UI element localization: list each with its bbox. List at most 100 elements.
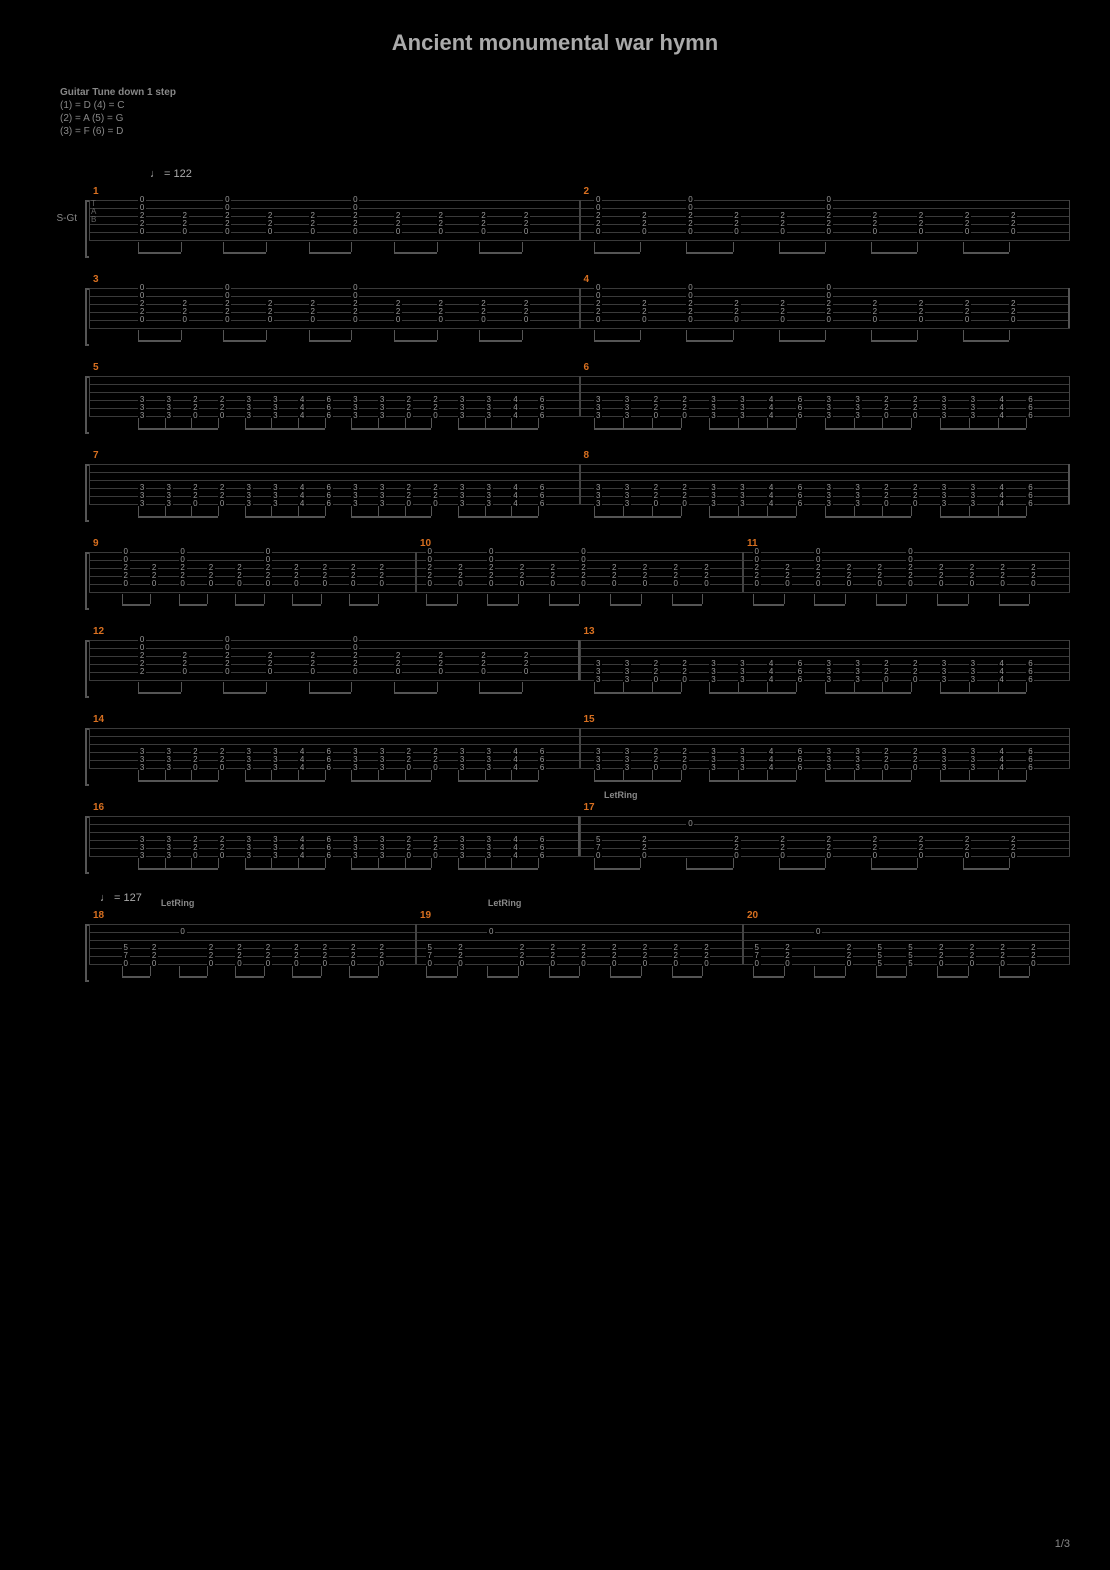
fret-number: 6	[796, 412, 804, 420]
track-label	[40, 804, 85, 829]
measure: 5333333220220333333444666333333220220333…	[89, 364, 580, 434]
fret-number: 0	[825, 228, 833, 236]
fret-number: 3	[138, 412, 146, 420]
fret-number: 0	[1009, 228, 1017, 236]
measure-number: 4	[584, 274, 590, 285]
fret-number: 0	[191, 764, 199, 772]
fret-number: 0	[779, 316, 787, 324]
fret-number: 6	[1026, 412, 1034, 420]
fret-number: 3	[594, 676, 602, 684]
letring-label: LetRing	[161, 898, 195, 908]
fret-number: 0	[825, 316, 833, 324]
fret-number: 0	[321, 960, 329, 968]
fret-number: 3	[138, 764, 146, 772]
fret-number: 6	[796, 764, 804, 772]
fret-number: 0	[457, 960, 465, 968]
fret-number: 4	[998, 764, 1006, 772]
fret-number: 0	[309, 316, 317, 324]
fret-number: 0	[431, 412, 439, 420]
fret-number: 3	[940, 676, 948, 684]
fret-number: 4	[298, 852, 306, 860]
fret-number: 3	[351, 852, 359, 860]
fret-number: 0	[814, 928, 822, 936]
fret-number: 0	[652, 500, 660, 508]
fret-number: 0	[911, 412, 919, 420]
fret-number: 5	[906, 960, 914, 968]
fret-number: 4	[998, 412, 1006, 420]
fret-number: 3	[485, 852, 493, 860]
fret-number: 0	[394, 228, 402, 236]
measure: 7333333220220333333444666333333220220333…	[89, 452, 580, 522]
fret-number: 0	[963, 852, 971, 860]
fret-number: 3	[271, 764, 279, 772]
fret-number: 4	[298, 500, 306, 508]
fret-number: 0	[394, 668, 402, 676]
fret-number: 0	[882, 500, 890, 508]
measure: 1433333322022033333344466633333322022033…	[89, 716, 580, 786]
fret-number: 3	[969, 412, 977, 420]
measure-number: 9	[93, 538, 99, 549]
fret-number: 0	[150, 960, 158, 968]
fret-number: 0	[264, 580, 272, 588]
fret-number: 3	[485, 500, 493, 508]
track-label	[40, 628, 85, 653]
staff-row: 5333333220220333333444666333333220220333…	[40, 364, 1070, 434]
measure: 11002202200022022022000220220220220220	[743, 540, 1070, 610]
fret-number: 0	[681, 764, 689, 772]
fret-number: 0	[641, 960, 649, 968]
fret-number: 2	[138, 668, 146, 676]
measure: 1333333322022033333344466633333322022033…	[580, 628, 1071, 698]
fret-number: 0	[218, 764, 226, 772]
track-label	[40, 276, 85, 301]
fret-number: 3	[594, 500, 602, 508]
fret-number: 0	[672, 960, 680, 968]
staff-row: 3002202200022022022000220220220220220400…	[40, 276, 1070, 346]
fret-number: 0	[218, 852, 226, 860]
fret-number: 0	[968, 580, 976, 588]
fret-number: 0	[779, 852, 787, 860]
fret-number: 0	[845, 580, 853, 588]
fret-number: 3	[245, 764, 253, 772]
measure-number: 18	[93, 910, 104, 921]
fret-number: 4	[767, 764, 775, 772]
track-label	[40, 540, 85, 565]
letring-label: LetRing	[604, 790, 638, 800]
fret-number: 0	[309, 228, 317, 236]
fret-number: 0	[405, 852, 413, 860]
fret-number: 0	[218, 500, 226, 508]
fret-number: 0	[223, 668, 231, 676]
fret-number: 3	[271, 412, 279, 420]
fret-number: 0	[911, 764, 919, 772]
fret-number: 0	[549, 960, 557, 968]
fret-number: 3	[623, 764, 631, 772]
fret-number: 4	[511, 412, 519, 420]
measure: 10002202200022022022000220220220220220	[416, 540, 743, 610]
fret-number: 0	[702, 960, 710, 968]
measure-number: 15	[584, 714, 595, 725]
fret-number: 0	[917, 852, 925, 860]
fret-number: 0	[753, 580, 761, 588]
fret-number: 4	[998, 500, 1006, 508]
tuning-header: Guitar Tune down 1 step	[60, 86, 1070, 99]
fret-number: 0	[686, 820, 694, 828]
fret-number: 0	[911, 500, 919, 508]
track-label	[40, 716, 85, 741]
fret-number: 0	[431, 764, 439, 772]
fret-number: 0	[321, 580, 329, 588]
fret-number: 0	[579, 580, 587, 588]
fret-number: 0	[871, 852, 879, 860]
fret-number: 0	[266, 668, 274, 676]
fret-number: 3	[969, 676, 977, 684]
staff-row: 1633333322022033333344466633333322022033…	[40, 804, 1070, 874]
measure-number: 12	[93, 626, 104, 637]
staff-row: 9002202200022022022000220220220220220100…	[40, 540, 1070, 610]
fret-number: 3	[138, 852, 146, 860]
fret-number: 0	[672, 580, 680, 588]
measure-number: 6	[584, 362, 590, 373]
fret-number: 3	[854, 412, 862, 420]
fret-number: 0	[223, 316, 231, 324]
fret-number: 0	[652, 676, 660, 684]
fret-number: 0	[378, 960, 386, 968]
tempo-marking: = 127	[100, 892, 1070, 904]
fret-number: 0	[179, 580, 187, 588]
